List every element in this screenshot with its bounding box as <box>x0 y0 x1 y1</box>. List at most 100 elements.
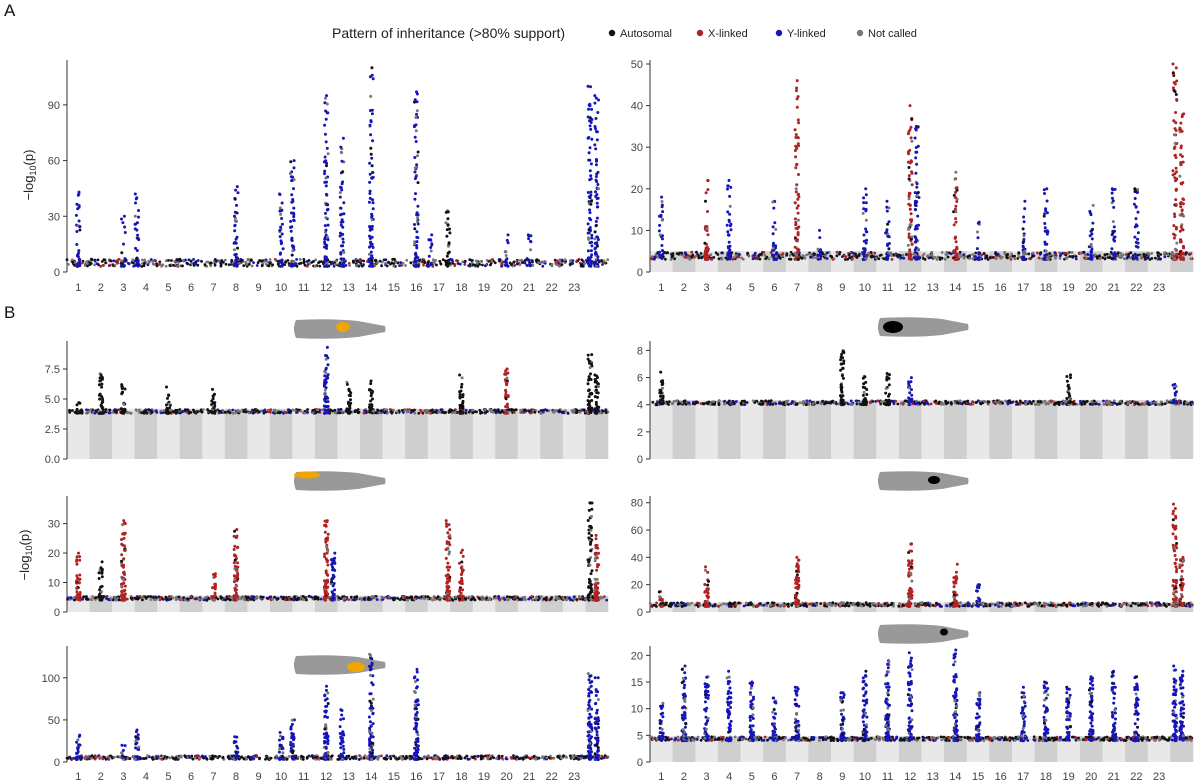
data-point <box>582 260 585 263</box>
data-point <box>594 190 597 194</box>
data-point <box>127 262 131 266</box>
data-point <box>596 382 600 386</box>
data-point <box>913 235 917 239</box>
data-point <box>541 410 545 413</box>
data-point <box>416 181 420 185</box>
data-point <box>374 258 378 262</box>
data-point <box>106 409 110 413</box>
data-point <box>323 391 327 395</box>
data-point <box>153 595 157 599</box>
data-point <box>865 393 869 396</box>
data-point <box>659 370 663 374</box>
data-point <box>1031 251 1035 255</box>
data-point <box>593 101 597 105</box>
data-point <box>774 227 778 231</box>
data-point <box>658 253 662 257</box>
data-point <box>1059 253 1063 256</box>
data-point <box>1111 231 1115 235</box>
data-point <box>324 228 328 232</box>
data-point <box>910 183 914 187</box>
data-point <box>1174 198 1178 202</box>
data-point <box>246 595 250 599</box>
data-point <box>861 258 865 261</box>
data-point <box>589 174 593 178</box>
data-point <box>146 263 150 267</box>
data-point <box>414 251 418 255</box>
chromosome-band-11 <box>292 408 316 459</box>
data-point <box>794 166 798 170</box>
data-point <box>399 261 402 264</box>
data-point <box>1027 252 1031 256</box>
data-point <box>362 597 366 600</box>
data-point <box>593 230 597 234</box>
data-point <box>774 244 778 248</box>
data-point <box>325 345 329 349</box>
data-point <box>587 107 591 111</box>
data-point <box>1175 401 1179 405</box>
data-point <box>523 261 527 265</box>
data-point <box>824 254 827 258</box>
data-point <box>1178 174 1182 178</box>
data-point <box>458 393 462 396</box>
data-point <box>104 261 107 265</box>
data-point <box>362 411 366 415</box>
data-point <box>168 264 172 267</box>
data-point <box>885 199 889 203</box>
data-point <box>325 146 329 150</box>
data-point <box>504 397 508 401</box>
data-point <box>1173 153 1177 157</box>
data-point <box>504 254 508 257</box>
data-point <box>458 390 462 394</box>
data-point <box>787 403 790 406</box>
data-point <box>588 216 591 220</box>
data-point <box>523 408 527 412</box>
data-point <box>854 252 857 256</box>
data-point <box>155 262 159 266</box>
data-point <box>339 206 343 210</box>
data-point <box>165 385 168 389</box>
data-point <box>952 223 956 227</box>
data-point <box>1181 197 1185 201</box>
data-point <box>929 402 933 406</box>
data-point <box>831 399 834 403</box>
data-point <box>887 398 891 402</box>
data-point <box>213 401 217 405</box>
data-point <box>369 379 373 383</box>
legend-swatch-autosomal <box>608 29 616 37</box>
data-point <box>650 257 653 261</box>
data-point <box>869 400 872 404</box>
chromosome-band-14 <box>944 400 967 459</box>
data-point <box>414 116 418 119</box>
data-point <box>560 258 564 262</box>
data-point <box>758 253 762 257</box>
data-point <box>122 242 125 246</box>
data-point <box>368 410 372 414</box>
x-tick-label: 7 <box>210 282 216 294</box>
data-point <box>921 254 925 258</box>
data-point <box>170 595 174 598</box>
data-point <box>112 259 116 263</box>
data-point <box>800 257 804 260</box>
y-title-b-sub: 10 <box>24 545 34 555</box>
chromosome-band-20 <box>495 408 519 459</box>
data-point <box>349 394 352 398</box>
chromosome-band-1 <box>650 400 673 459</box>
legend: Pattern of inheritance (>80% support) Au… <box>332 25 917 41</box>
data-point <box>430 233 434 237</box>
data-point <box>1090 250 1093 254</box>
y-axis-title-a: −log10(p) <box>21 150 38 201</box>
data-point <box>1181 245 1185 249</box>
chromosome-band-10 <box>853 400 877 459</box>
x-tick-label: 1 <box>658 282 664 294</box>
data-point <box>925 401 929 405</box>
x-tick-label: 2 <box>681 282 687 294</box>
data-point <box>120 387 124 390</box>
data-point <box>673 399 676 403</box>
data-point <box>795 79 799 83</box>
data-point <box>1173 247 1177 251</box>
data-point <box>788 254 792 257</box>
data-point <box>593 241 597 245</box>
data-point <box>594 178 598 182</box>
data-point <box>439 262 443 265</box>
data-point <box>923 258 927 261</box>
